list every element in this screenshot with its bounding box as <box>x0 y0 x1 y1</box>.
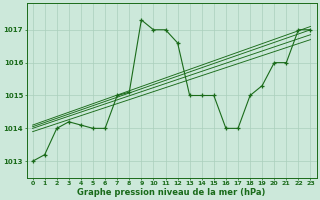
X-axis label: Graphe pression niveau de la mer (hPa): Graphe pression niveau de la mer (hPa) <box>77 188 266 197</box>
